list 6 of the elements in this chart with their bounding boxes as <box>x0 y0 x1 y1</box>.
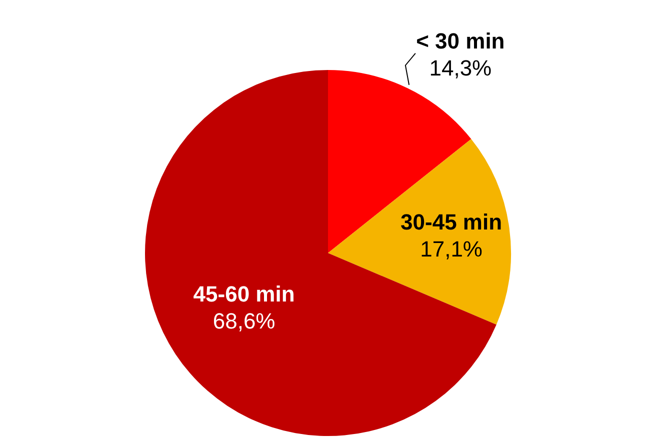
data-label: 17,1% <box>420 236 482 262</box>
slice-label: 30-45 min <box>400 209 502 234</box>
slice-label: 45-60 min <box>193 282 295 307</box>
slice-label: < 30 min <box>416 28 505 54</box>
data-label: 14,3% <box>429 55 492 80</box>
data-label: 68,6% <box>212 308 276 334</box>
